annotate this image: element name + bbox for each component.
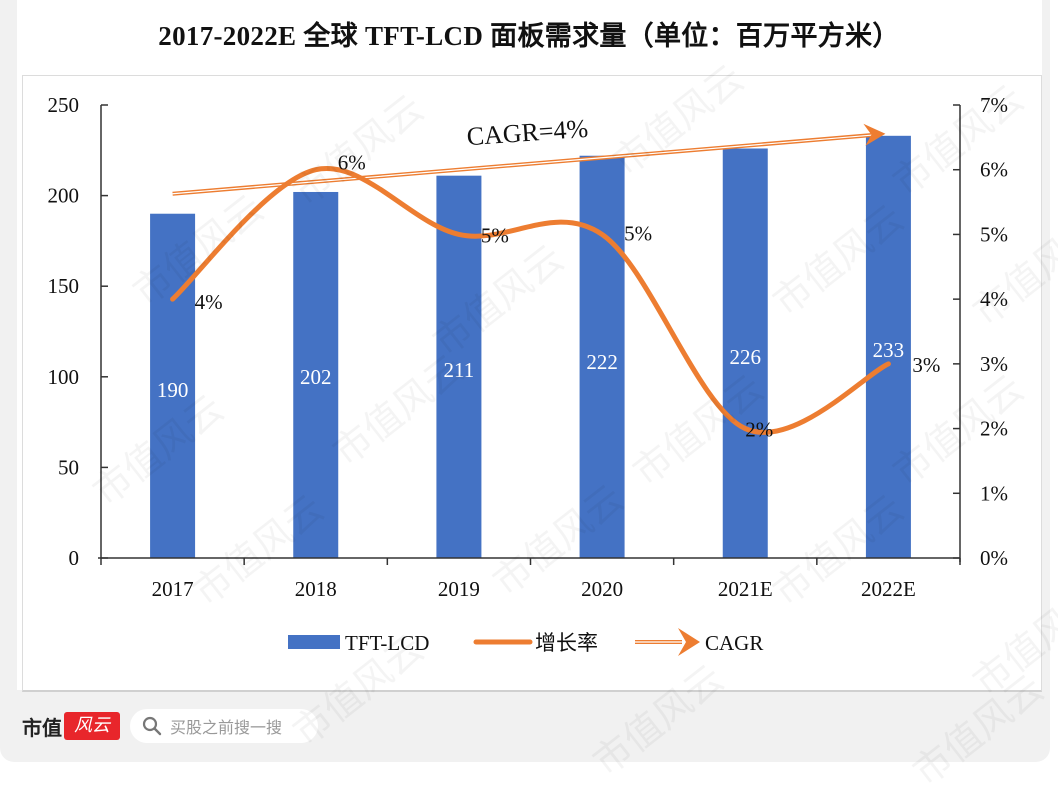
legend-label-bar: TFT-LCD: [345, 631, 429, 655]
legend-swatch-bar: [288, 635, 340, 649]
right-tick-label: 1%: [980, 481, 1008, 505]
left-tick-label: 250: [48, 93, 80, 117]
right-tick-label: 3%: [980, 352, 1008, 376]
search-icon: [142, 716, 162, 736]
x-tick-label: 2017: [152, 577, 194, 601]
search-bar[interactable]: 买股之前搜一搜: [130, 709, 318, 743]
x-tick-label: 2020: [581, 577, 623, 601]
bar-value-label: 226: [730, 345, 762, 369]
left-tick-label: 150: [48, 274, 80, 298]
bar-2018: [293, 191, 339, 558]
axes-group: 0 50 100 150 200 250 0% 1% 2% 3% 4% 5% 6% 7% 2017 2018 2…: [48, 93, 1009, 601]
bar-2021E: [722, 148, 768, 558]
bar-2017: [150, 213, 196, 558]
chart-title: 2017-2022E 全球 TFT-LCD 面板需求量（单位：百万平方米）: [158, 21, 900, 51]
bar-2020: [579, 155, 625, 558]
right-tick-label: 2%: [980, 417, 1008, 441]
brand-logo: 风云: [64, 712, 120, 740]
legend-label-line: 增长率: [535, 631, 598, 655]
bar-2022E: [865, 135, 911, 558]
left-tick-label: 200: [48, 184, 80, 208]
x-tick-label: 2021E: [718, 577, 773, 601]
search-placeholder: 买股之前搜一搜: [170, 718, 283, 737]
growth-value-label: 6%: [338, 151, 366, 175]
right-tick-label: 4%: [980, 287, 1008, 311]
growth-value-label: 5%: [624, 221, 652, 245]
bar-value-label: 233: [873, 338, 905, 362]
growth-line-group: [170, 166, 891, 435]
left-tick-label: 50: [58, 455, 79, 479]
right-tick-label: 6%: [980, 158, 1008, 182]
bar-value-label: 211: [444, 358, 475, 382]
x-tick-label: 2018: [295, 577, 337, 601]
x-tick-label: 2019: [438, 577, 480, 601]
bar-value-label: 222: [586, 350, 618, 374]
bar-2019: [436, 175, 482, 558]
right-tick-label: 0%: [980, 546, 1008, 570]
line-labels-group: 4% 6% 5% 5% 2% 3%: [195, 151, 941, 442]
footer: 市值 风云 买股之前搜一搜: [22, 706, 318, 746]
bar-value-label: 190: [157, 378, 189, 402]
bar-value-label: 202: [300, 365, 332, 389]
right-tick-label: 5%: [980, 222, 1008, 246]
legend-swatch-arrowhead: [678, 628, 700, 656]
growth-value-label: 3%: [912, 353, 940, 377]
brand-name: 市值: [22, 715, 62, 740]
growth-value-label: 5%: [481, 223, 509, 247]
left-tick-label: 0: [69, 546, 80, 570]
growth-value-label: 2%: [745, 418, 773, 442]
bars-group: [150, 135, 911, 558]
growth-value-label: 4%: [195, 290, 223, 314]
growth-rate-line: [170, 166, 891, 435]
left-tick-label: 100: [48, 365, 80, 389]
x-tick-label: 2022E: [861, 577, 916, 601]
cagr-arrowhead: [863, 123, 886, 146]
bar-labels-group: 190 202 211 222 226 233: [157, 338, 904, 402]
cagr-annotation: CAGR=4%: [466, 114, 589, 151]
legend-group: TFT-LCD 增长率 CAGR: [288, 628, 763, 656]
cagr-arrow-group: CAGR=4%: [172, 114, 886, 196]
right-tick-label: 7%: [980, 93, 1008, 117]
legend-label-cagr: CAGR: [705, 631, 763, 655]
